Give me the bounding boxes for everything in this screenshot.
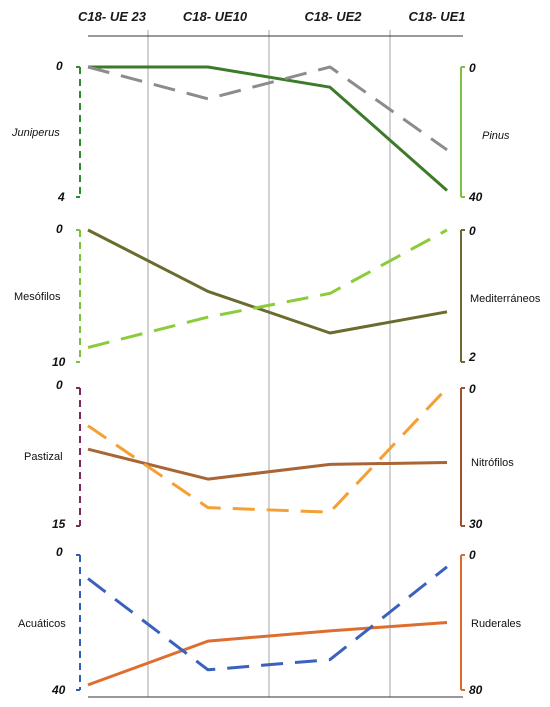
panel-3-left-label: Pastizal <box>24 451 63 463</box>
panel-2-left-top: 0 <box>56 222 63 236</box>
panel-4-series-2-dashed-line <box>87 565 448 672</box>
panel-1-left-top: 0 <box>56 59 63 73</box>
panel-4-right-bottom: 80 <box>469 683 483 697</box>
panel-2-series-2-dashed-line <box>87 228 448 349</box>
panel-3-right-bottom: 30 <box>469 517 483 531</box>
panel-1-right-bottom: 40 <box>469 190 483 204</box>
panel-2-right-label: Mediterráneos <box>470 293 541 305</box>
panel-3-right-top: 0 <box>469 382 476 396</box>
panel-4-right-top: 0 <box>469 548 476 562</box>
panel-1-right-top: 0 <box>469 61 476 75</box>
panel-1-right-label: Pinus <box>482 130 510 142</box>
panel-3-series-1-solid-line <box>87 447 448 481</box>
panel-3-left-bottom: 15 <box>52 517 66 531</box>
panel-1-series-1-solid-line <box>88 65 448 192</box>
panel-3-left-top: 0 <box>56 378 63 392</box>
panel-2-left-label: Mesófilos <box>14 291 61 303</box>
column-header-1: C18- UE 23 <box>78 9 146 24</box>
panel-4-left-label: Acuáticos <box>18 618 66 630</box>
panel-3-right-label: Nitrófilos <box>471 457 514 469</box>
panel-4-series-1-solid-line <box>87 621 448 687</box>
column-header-4: C18- UE1 <box>408 9 466 24</box>
panel-2-series-1-solid-line <box>87 228 448 335</box>
panel-3-series-2-dashed-line <box>87 386 449 514</box>
panel-1-series-2-dashed-line <box>87 65 448 152</box>
panel-2-right-bottom: 2 <box>469 350 476 364</box>
panel-4-right-label: Ruderales <box>471 618 522 630</box>
column-header-3: C18- UE2 <box>304 9 362 24</box>
panel-2-right-top: 0 <box>469 224 476 238</box>
panel-1-left-label: Juniperus <box>12 127 60 139</box>
panel-4-left-top: 0 <box>56 545 63 559</box>
panel-1-left-bottom: 4 <box>58 190 65 204</box>
panel-2-left-bottom: 10 <box>52 355 66 369</box>
column-header-2: C18- UE10 <box>182 9 248 24</box>
panel-4-left-bottom: 40 <box>52 683 66 697</box>
